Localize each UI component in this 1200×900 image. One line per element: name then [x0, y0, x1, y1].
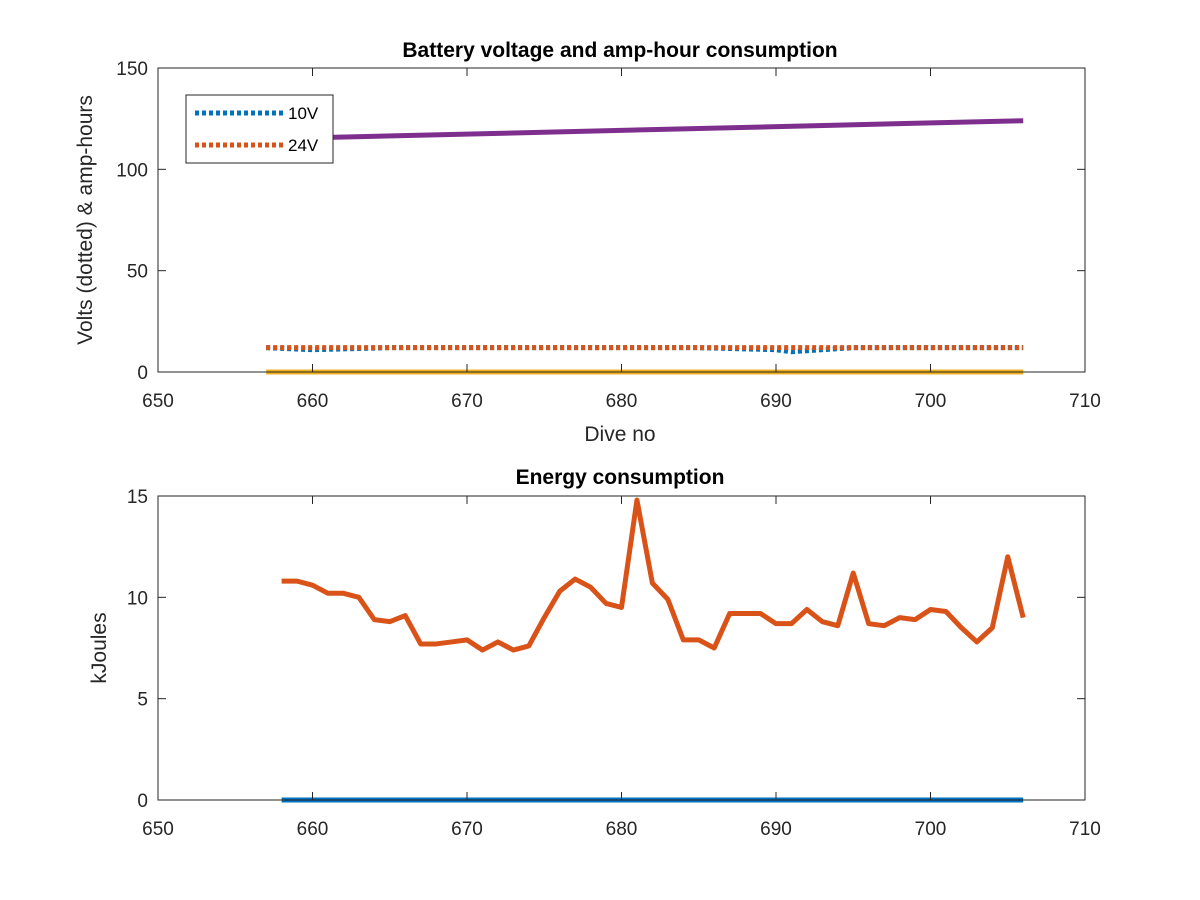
- x-tick-label: 670: [451, 819, 483, 840]
- y-tick-label: 50: [127, 262, 148, 283]
- y-tick-label: 0: [137, 791, 148, 812]
- x-tick-labels: 650 660 670 680 690 700 710: [142, 819, 1101, 840]
- y-tick-label: 150: [116, 59, 148, 80]
- plot-area: [281, 497, 1026, 803]
- x-tick-label: 700: [915, 391, 947, 412]
- y-tick-label: 10: [127, 588, 148, 609]
- y-tick-label: 100: [116, 160, 148, 181]
- plot-area: [266, 118, 1024, 375]
- x-tick-label: 710: [1069, 391, 1101, 412]
- x-tick-label: 660: [297, 819, 329, 840]
- y-tick-labels: 0 5 10 15: [127, 487, 148, 812]
- x-axis-label: Dive no: [584, 423, 655, 446]
- y-tick-label: 5: [137, 690, 148, 711]
- x-tick-label: 660: [297, 391, 329, 412]
- x-tick-label: 650: [142, 391, 174, 412]
- legend-label-24v: 24V: [288, 136, 319, 155]
- x-tick-label: 680: [606, 819, 638, 840]
- x-tick-labels: 650 660 670 680 690 700 710: [142, 391, 1101, 412]
- series-line-0: [281, 497, 1026, 653]
- x-tick-label: 700: [915, 819, 947, 840]
- tick-marks: [157, 67, 1086, 373]
- y-axis-label: Volts (dotted) & amp-hours: [74, 95, 97, 345]
- y-tick-labels: 0 50 100 150: [116, 59, 148, 384]
- x-tick-label: 680: [606, 391, 638, 412]
- legend-box: [185, 94, 334, 164]
- chart-title: Battery voltage and amp-hour consumption: [402, 39, 837, 62]
- x-tick-label: 650: [142, 819, 174, 840]
- legend: 10V 24V: [185, 94, 334, 164]
- series-line-2: [266, 118, 1024, 142]
- axes-box: [157, 495, 1086, 801]
- x-tick-label: 710: [1069, 819, 1101, 840]
- energy-chart: Energy consumption 650 660 670 680 690 7…: [88, 466, 1101, 840]
- x-tick-label: 690: [760, 391, 792, 412]
- y-tick-label: 15: [127, 487, 148, 508]
- x-tick-label: 690: [760, 819, 792, 840]
- y-tick-label: 0: [137, 363, 148, 384]
- chart-title: Energy consumption: [516, 466, 725, 489]
- voltage-chart: Battery voltage and amp-hour consumption…: [74, 39, 1101, 446]
- legend-label-10v: 10V: [288, 104, 319, 123]
- x-tick-label: 670: [451, 391, 483, 412]
- tick-marks: [157, 495, 1086, 801]
- y-axis-label: kJoules: [88, 612, 111, 683]
